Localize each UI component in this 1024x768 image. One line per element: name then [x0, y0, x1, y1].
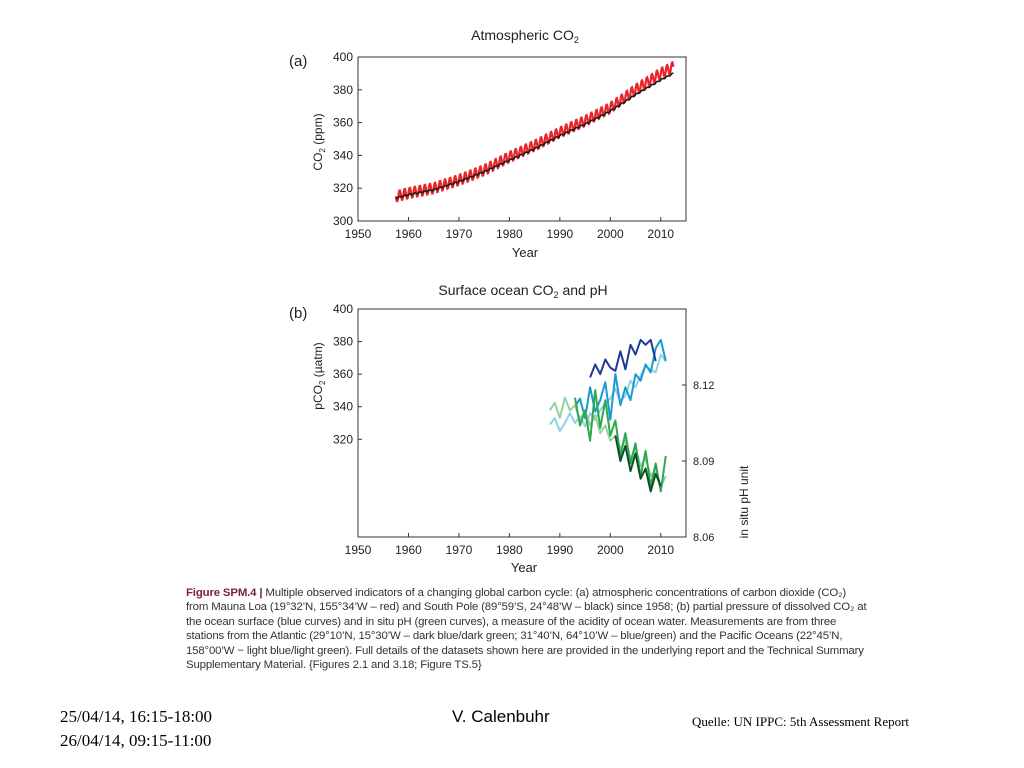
y-tick-label: 340	[333, 148, 353, 162]
panel-b-left-axis: 320 340 360 380 400	[333, 302, 362, 446]
panel-b: (b) Surface ocean CO2 and pH 1950 1960 197…	[289, 282, 751, 575]
panel-a-title: Atmospheric CO2	[471, 27, 579, 45]
panel-b-plot-frame	[357, 308, 687, 538]
panel-b-left-y-label: pCO2 (µatm)	[311, 342, 327, 409]
x-tick-label: 1990	[546, 543, 573, 557]
x-tick-label: 1990	[546, 227, 573, 241]
panel-a-y-label: CO2 (ppm)	[311, 113, 327, 170]
x-tick-label: 1980	[496, 227, 523, 241]
footer-date-line-2: 26/04/14, 09:15-11:00	[60, 731, 212, 750]
x-tick-label: 2010	[647, 543, 674, 557]
panel-b-label: (b)	[289, 305, 307, 322]
panel-b-x-label: Year	[511, 560, 538, 575]
footer-date-line-1: 25/04/14, 16:15-18:00	[60, 707, 213, 726]
panel-b-x-axis: 1950 1960 1970 1980 1990 2000 2010	[345, 533, 674, 557]
x-tick-label: 1950	[345, 543, 372, 557]
left-y-tick-label: 340	[333, 400, 353, 414]
figure-canvas: (a) Atmospheric CO2 1950 1960 1970 1980 1990…	[289, 27, 751, 575]
y-tick-label: 320	[333, 181, 353, 195]
footer-author: V. Calenbuhr	[452, 707, 550, 726]
left-y-tick-label: 400	[333, 302, 353, 316]
x-tick-label: 2000	[597, 227, 624, 241]
figure-caption: Figure SPM.4 | Multiple observed indicat…	[186, 586, 871, 672]
caption-figure-label: Figure SPM.4 |	[186, 587, 263, 599]
y-tick-label: 400	[333, 50, 353, 64]
y-tick-label: 380	[333, 83, 353, 97]
x-tick-label: 1960	[395, 543, 422, 557]
left-y-tick-label: 380	[333, 335, 353, 349]
panel-a-label: (a)	[289, 53, 307, 70]
panel-b-right-y-label: in situ pH unit	[737, 465, 751, 538]
left-y-tick-label: 360	[333, 367, 353, 381]
panel-b-title: Surface ocean CO2 and pH	[438, 282, 607, 300]
right-y-tick-label: 8.06	[693, 532, 714, 544]
caption-text: Multiple observed indicators of a changi…	[186, 587, 867, 672]
right-y-tick-label: 8.09	[693, 456, 714, 468]
panel-b-right-axis: 8.06 8.09 8.12	[682, 380, 714, 544]
series-pco2-dark-blue-line	[589, 338, 657, 378]
series-mauna-loa-line	[394, 60, 675, 203]
panel-a: (a) Atmospheric CO2 1950 1960 1970 1980 1990…	[289, 27, 687, 260]
y-tick-label: 360	[333, 116, 353, 130]
x-tick-label: 1980	[496, 543, 523, 557]
left-y-tick-label: 320	[333, 432, 353, 446]
x-tick-label: 1960	[395, 227, 422, 241]
x-tick-label: 1970	[446, 543, 473, 557]
x-tick-label: 1950	[345, 227, 372, 241]
panel-a-x-axis: 1950 1960 1970 1980 1990 2000 2010	[345, 217, 674, 241]
panel-a-plot-frame	[357, 56, 687, 222]
panel-b-series	[548, 338, 667, 493]
panel-a-series	[394, 60, 675, 203]
x-tick-label: 1970	[446, 227, 473, 241]
series-south-pole-line	[395, 72, 674, 200]
right-y-tick-label: 8.12	[693, 380, 714, 392]
x-tick-label: 2000	[597, 543, 624, 557]
footer-source: Quelle: UN IPPC: 5th Assessment Report	[692, 714, 910, 729]
y-tick-label: 300	[333, 214, 353, 228]
panel-a-x-label: Year	[512, 245, 539, 260]
panel-a-y-axis: 300 320 340 360 380 400	[333, 50, 362, 228]
series-pco2-blue-line	[574, 338, 667, 421]
series-ph-dark-green-line	[614, 435, 662, 493]
x-tick-label: 2010	[647, 227, 674, 241]
